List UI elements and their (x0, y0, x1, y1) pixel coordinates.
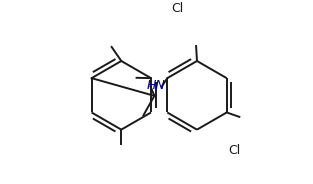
Text: Cl: Cl (171, 2, 183, 15)
Text: HN: HN (147, 79, 166, 92)
Text: Cl: Cl (228, 144, 240, 157)
